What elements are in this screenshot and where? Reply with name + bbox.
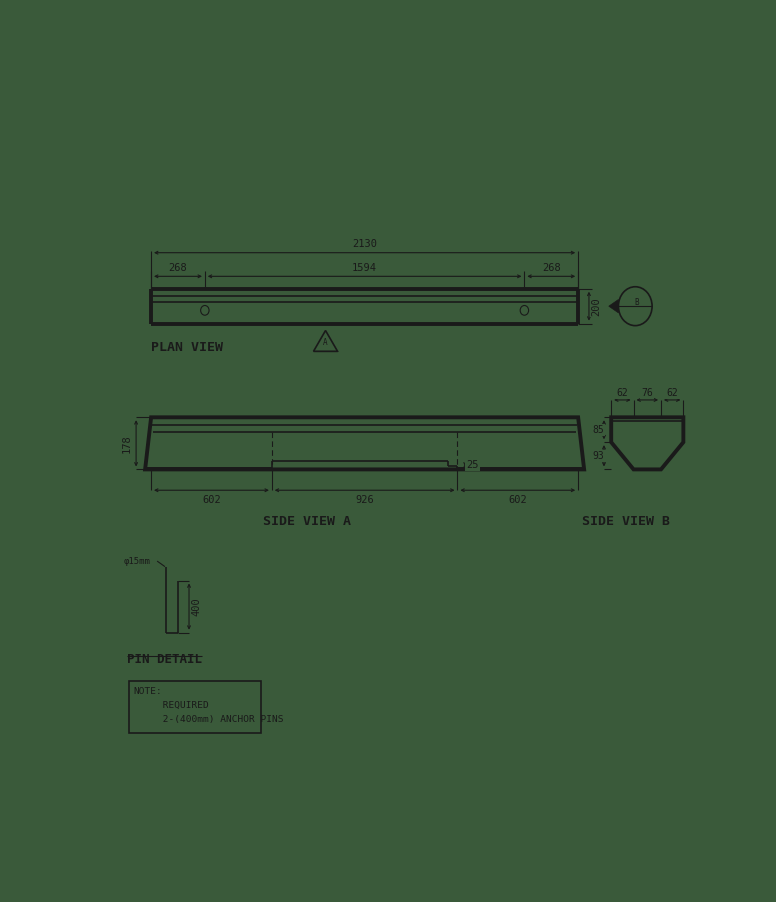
Text: 268: 268 [168, 263, 187, 273]
Text: φ15mm: φ15mm [124, 557, 151, 566]
Text: 85: 85 [592, 425, 604, 435]
Text: PLAN VIEW: PLAN VIEW [151, 341, 223, 354]
Text: 25: 25 [466, 460, 479, 470]
Text: 602: 602 [202, 495, 221, 505]
Text: A: A [324, 338, 327, 347]
Text: 200: 200 [591, 297, 601, 316]
Text: 602: 602 [508, 495, 527, 505]
Text: 400: 400 [191, 597, 201, 616]
Text: 76: 76 [642, 388, 653, 398]
Text: 178: 178 [122, 434, 132, 453]
Text: NOTE:
     REQUIRED
     2-(400mm) ANCHOR PINS: NOTE: REQUIRED 2-(400mm) ANCHOR PINS [133, 686, 283, 723]
Polygon shape [609, 299, 618, 313]
Text: 926: 926 [355, 495, 374, 505]
Text: SIDE VIEW A: SIDE VIEW A [264, 514, 352, 528]
Text: PIN DETAIL: PIN DETAIL [127, 653, 202, 667]
Text: B: B [635, 298, 639, 307]
Text: 2130: 2130 [352, 239, 377, 249]
Text: 93: 93 [592, 451, 604, 461]
Text: 62: 62 [667, 388, 678, 398]
Text: SIDE VIEW B: SIDE VIEW B [582, 514, 670, 528]
Text: 1594: 1594 [352, 263, 377, 273]
Text: 268: 268 [542, 263, 560, 273]
Text: 62: 62 [616, 388, 629, 398]
